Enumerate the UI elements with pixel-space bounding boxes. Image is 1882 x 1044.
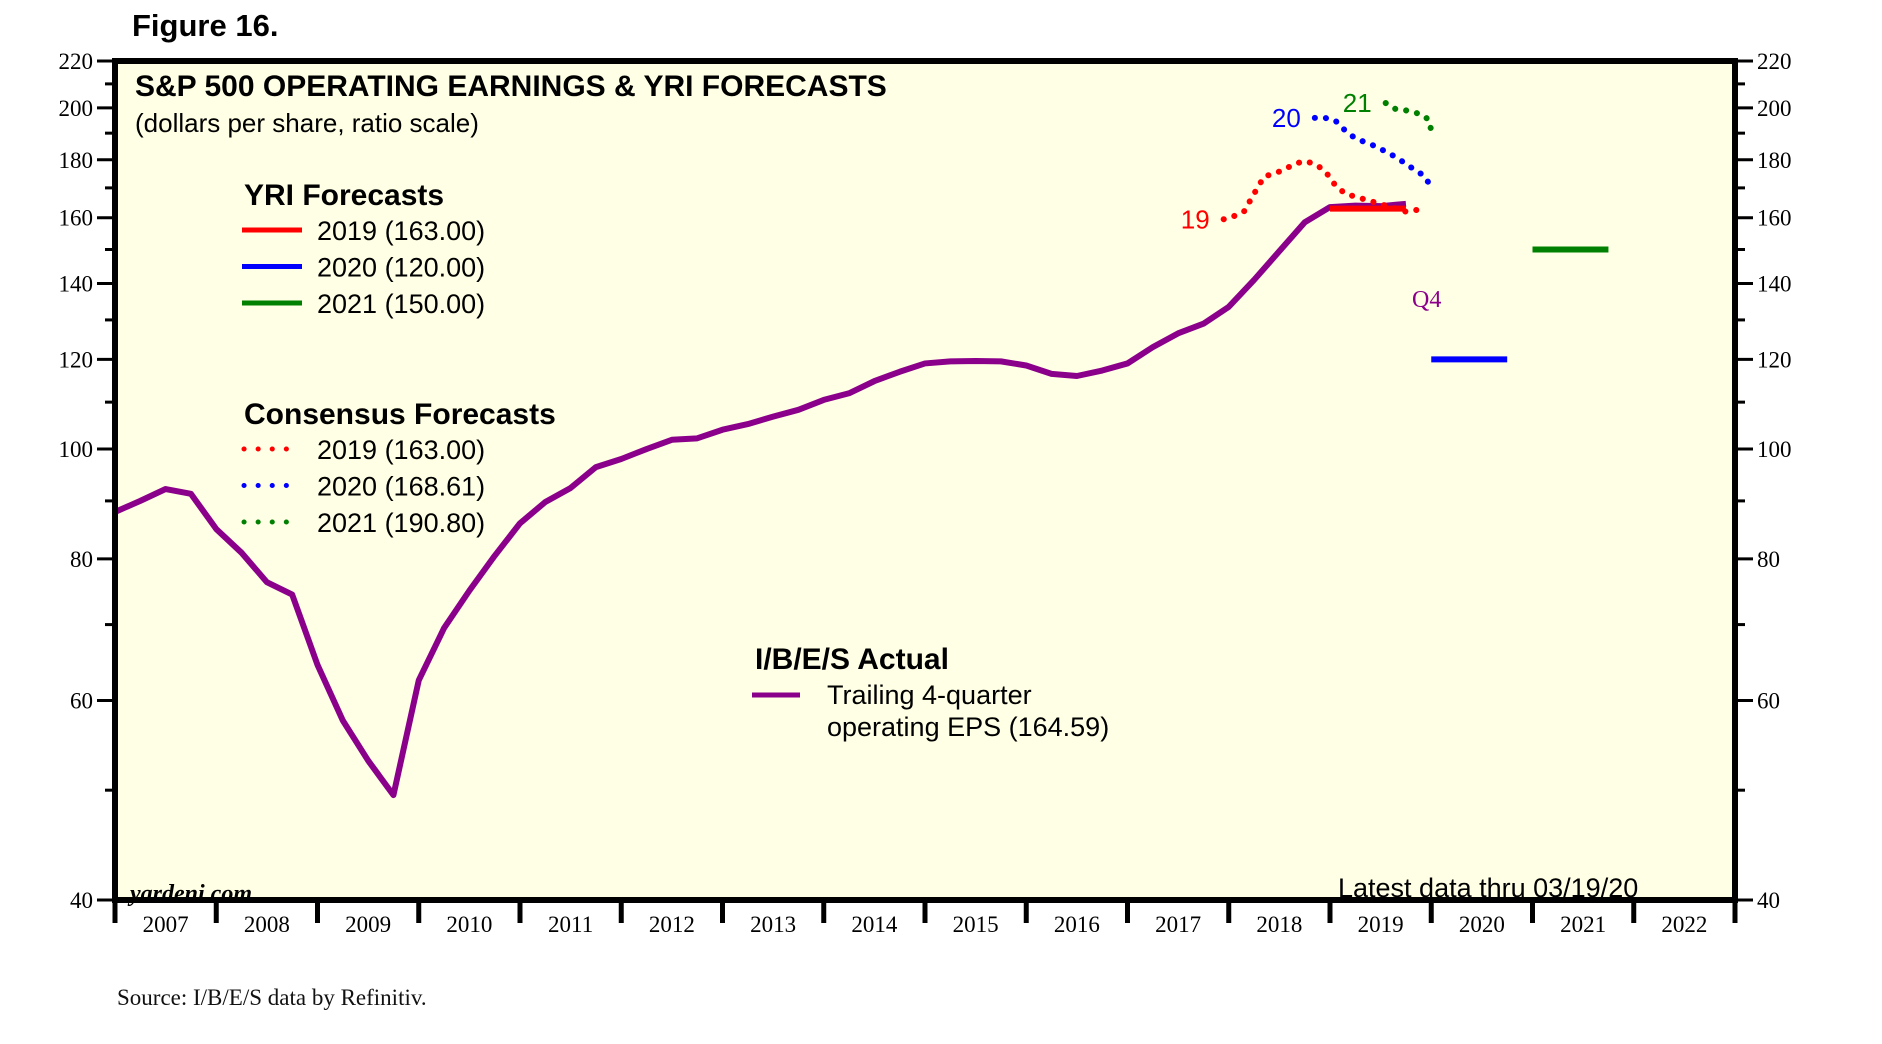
y-tick-label-right: 180 (1757, 148, 1792, 173)
q4-label: Q4 (1412, 287, 1441, 313)
yri-legend: 2019 (163.00) 2020 (120.00) 2021 (150.00) (242, 216, 485, 319)
legend-label: 2020 (168.61) (317, 472, 485, 502)
latest-data-note: Latest data thru 03/19/20 (1338, 873, 1638, 903)
y-tick-label-right: 220 (1757, 49, 1792, 74)
consensus-2021-line (1382, 100, 1435, 135)
consensus-2021-label: 21 (1343, 88, 1372, 118)
consensus-2020-line (1311, 114, 1435, 195)
y-tick-label-right: 120 (1757, 347, 1792, 372)
y-tick-label-left: 80 (70, 547, 93, 572)
legend-label: 2021 (150.00) (317, 289, 485, 319)
y-axis-right: 40 60 80 100 120 140 160 180 200 220 (1735, 49, 1792, 913)
y-tick-label-left: 200 (59, 96, 94, 121)
series-group: 19 20 21 (113, 88, 1609, 799)
consensus-legend: 2019 (163.00) 2020 (168.61) 2021 (190.80) (241, 435, 485, 538)
x-tick-label: 2011 (548, 912, 593, 937)
actual-legend-heading: I/B/E/S Actual (755, 643, 949, 676)
x-tick-label: 2019 (1358, 912, 1404, 937)
legend-label: 2019 (163.00) (317, 435, 485, 465)
y-tick-label-left: 100 (59, 437, 94, 462)
x-tick-label: 2018 (1256, 912, 1302, 937)
watermark: yardeni.com (127, 881, 252, 907)
x-tick-label: 2022 (1661, 912, 1707, 937)
yri-legend-heading: YRI Forecasts (244, 179, 444, 212)
x-tick-label: 2015 (953, 912, 999, 937)
y-tick-label-right: 60 (1757, 688, 1780, 713)
y-tick-label-right: 200 (1757, 96, 1792, 121)
x-tick-label: 2021 (1560, 912, 1606, 937)
actual-legend-line1: Trailing 4-quarter (827, 680, 1032, 710)
x-tick-label: 2013 (750, 912, 796, 937)
y-tick-label-right: 40 (1757, 888, 1780, 913)
x-axis: 2007 2008 2009 2010 2011 2012 2013 2014 2015 2016… (112, 900, 1738, 937)
legend-label: 2019 (163.00) (317, 216, 485, 246)
x-tick-label: 2016 (1054, 912, 1100, 937)
y-axis-left: 40 60 80 100 120 140 160 180 200 220 (59, 49, 115, 913)
trailing-4-quarter-operating-eps-line (113, 200, 1407, 799)
figure-label: Figure 16. (132, 8, 279, 43)
y-tick-label-right: 160 (1757, 206, 1792, 231)
consensus-2020-label: 20 (1272, 103, 1301, 133)
y-tick-label-right: 80 (1757, 547, 1780, 572)
x-tick-label: 2014 (851, 912, 898, 937)
y-tick-label-right: 100 (1757, 437, 1792, 462)
y-tick-label-left: 120 (59, 347, 94, 372)
plot-frame (112, 58, 1738, 903)
actual-legend-line2: operating EPS (164.59) (827, 712, 1109, 742)
y-tick-label-right: 140 (1757, 271, 1792, 296)
x-tick-label: 2009 (345, 912, 391, 937)
y-tick-label-left: 140 (59, 271, 94, 296)
source-note: Source: I/B/E/S data by Refinitiv. (117, 985, 427, 1010)
x-tick-label: 2007 (143, 912, 189, 937)
consensus-legend-heading: Consensus Forecasts (244, 398, 556, 431)
y-tick-label-left: 40 (70, 888, 93, 913)
chart-subtitle: (dollars per share, ratio scale) (135, 108, 479, 138)
chart-title: S&P 500 OPERATING EARNINGS & YRI FORECAS… (135, 70, 887, 103)
x-tick-label: 2010 (446, 912, 492, 937)
x-tick-label: 2008 (244, 912, 290, 937)
y-tick-label-left: 60 (70, 688, 93, 713)
y-tick-label-left: 180 (59, 148, 94, 173)
x-tick-label: 2012 (649, 912, 695, 937)
x-tick-label: 2020 (1459, 912, 1505, 937)
y-tick-label-left: 220 (59, 49, 94, 74)
y-tick-label-left: 160 (59, 206, 94, 231)
legend-label: 2021 (190.80) (317, 508, 485, 538)
legend-label: 2020 (120.00) (317, 253, 485, 283)
consensus-2019-line (1220, 158, 1430, 223)
consensus-2019-label: 19 (1181, 204, 1210, 234)
x-tick-label: 2017 (1155, 912, 1201, 937)
plot-background (115, 61, 1735, 900)
